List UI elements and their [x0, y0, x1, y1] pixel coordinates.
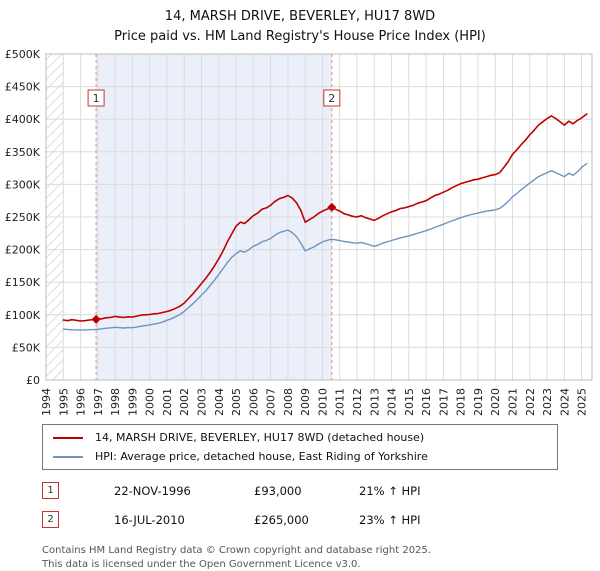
svg-text:2024: 2024	[558, 388, 571, 416]
svg-text:1998: 1998	[109, 388, 122, 416]
svg-text:2012: 2012	[351, 388, 364, 416]
chart-subtitle: Price paid vs. HM Land Registry's House …	[0, 27, 600, 47]
svg-text:2010: 2010	[317, 388, 330, 416]
legend-item-hpi: HPI: Average price, detached house, East…	[43, 447, 557, 466]
svg-text:£100K: £100K	[5, 309, 41, 322]
svg-text:£350K: £350K	[5, 146, 41, 159]
svg-text:2006: 2006	[247, 388, 260, 416]
svg-text:£300K: £300K	[5, 178, 41, 191]
svg-text:2019: 2019	[472, 388, 485, 416]
svg-text:£450K: £450K	[5, 81, 41, 94]
svg-text:2021: 2021	[507, 388, 520, 416]
svg-text:1994: 1994	[40, 388, 53, 416]
svg-text:2011: 2011	[334, 388, 347, 416]
svg-text:£0: £0	[26, 374, 40, 387]
svg-text:2022: 2022	[524, 388, 537, 416]
svg-text:2013: 2013	[368, 388, 381, 416]
chart-svg: £0 £50K £100K £150K £200K £250K £300K £350K £400…	[0, 46, 600, 422]
transaction-2-hpi: 23% ↑ HPI	[359, 513, 600, 527]
license-footer: Contains HM Land Registry data © Crown c…	[42, 544, 600, 571]
transaction-2-marker: 2	[42, 511, 59, 528]
transaction-1-price: £93,000	[254, 484, 359, 498]
svg-text:2015: 2015	[403, 388, 416, 416]
svg-text:1: 1	[93, 92, 100, 105]
chart-header: 14, MARSH DRIVE, BEVERLEY, HU17 8WD Pric…	[0, 0, 600, 46]
svg-text:2025: 2025	[576, 388, 589, 416]
transaction-1-marker: 1	[42, 482, 59, 499]
legend-label-property: 14, MARSH DRIVE, BEVERLEY, HU17 8WD (det…	[95, 431, 424, 444]
svg-text:2023: 2023	[541, 388, 554, 416]
chart-legend: 14, MARSH DRIVE, BEVERLEY, HU17 8WD (det…	[42, 424, 558, 470]
svg-text:2017: 2017	[437, 388, 450, 416]
svg-text:£150K: £150K	[5, 276, 41, 289]
svg-text:2005: 2005	[230, 388, 243, 416]
svg-text:1996: 1996	[75, 388, 88, 416]
legend-label-hpi: HPI: Average price, detached house, East…	[95, 450, 428, 463]
svg-text:2018: 2018	[455, 388, 468, 416]
svg-text:£400K: £400K	[5, 113, 41, 126]
transaction-1-date: 22-NOV-1996	[114, 484, 254, 498]
svg-text:£50K: £50K	[12, 341, 41, 354]
price-history-chart: £0 £50K £100K £150K £200K £250K £300K £350K £400…	[0, 46, 600, 422]
svg-text:£500K: £500K	[5, 48, 41, 61]
svg-text:2007: 2007	[265, 388, 278, 416]
svg-text:2009: 2009	[299, 388, 312, 416]
svg-text:2002: 2002	[178, 388, 191, 416]
property-line-swatch	[53, 437, 83, 439]
svg-text:1999: 1999	[126, 388, 139, 416]
svg-text:2014: 2014	[386, 388, 399, 416]
page-title: 14, MARSH DRIVE, BEVERLEY, HU17 8WD	[0, 7, 600, 27]
svg-text:2020: 2020	[489, 388, 502, 416]
svg-text:1997: 1997	[92, 388, 105, 416]
footer-line-1: Contains HM Land Registry data © Crown c…	[42, 544, 600, 558]
svg-text:2000: 2000	[144, 388, 157, 416]
legend-item-property: 14, MARSH DRIVE, BEVERLEY, HU17 8WD (det…	[43, 428, 557, 447]
svg-text:2004: 2004	[213, 388, 226, 416]
transaction-2-price: £265,000	[254, 513, 359, 527]
svg-text:2: 2	[328, 92, 335, 105]
transaction-row: 1 22-NOV-1996 £93,000 21% ↑ HPI	[42, 482, 600, 499]
svg-text:2008: 2008	[282, 388, 295, 416]
transaction-row: 2 16-JUL-2010 £265,000 23% ↑ HPI	[42, 511, 600, 528]
svg-text:2001: 2001	[161, 388, 174, 416]
hpi-line-swatch	[53, 456, 83, 458]
transaction-1-hpi: 21% ↑ HPI	[359, 484, 600, 498]
svg-text:2003: 2003	[196, 388, 209, 416]
svg-text:£250K: £250K	[5, 211, 41, 224]
svg-text:2016: 2016	[420, 388, 433, 416]
svg-text:1995: 1995	[57, 388, 70, 416]
svg-text:£200K: £200K	[5, 244, 41, 257]
transaction-2-date: 16-JUL-2010	[114, 513, 254, 527]
